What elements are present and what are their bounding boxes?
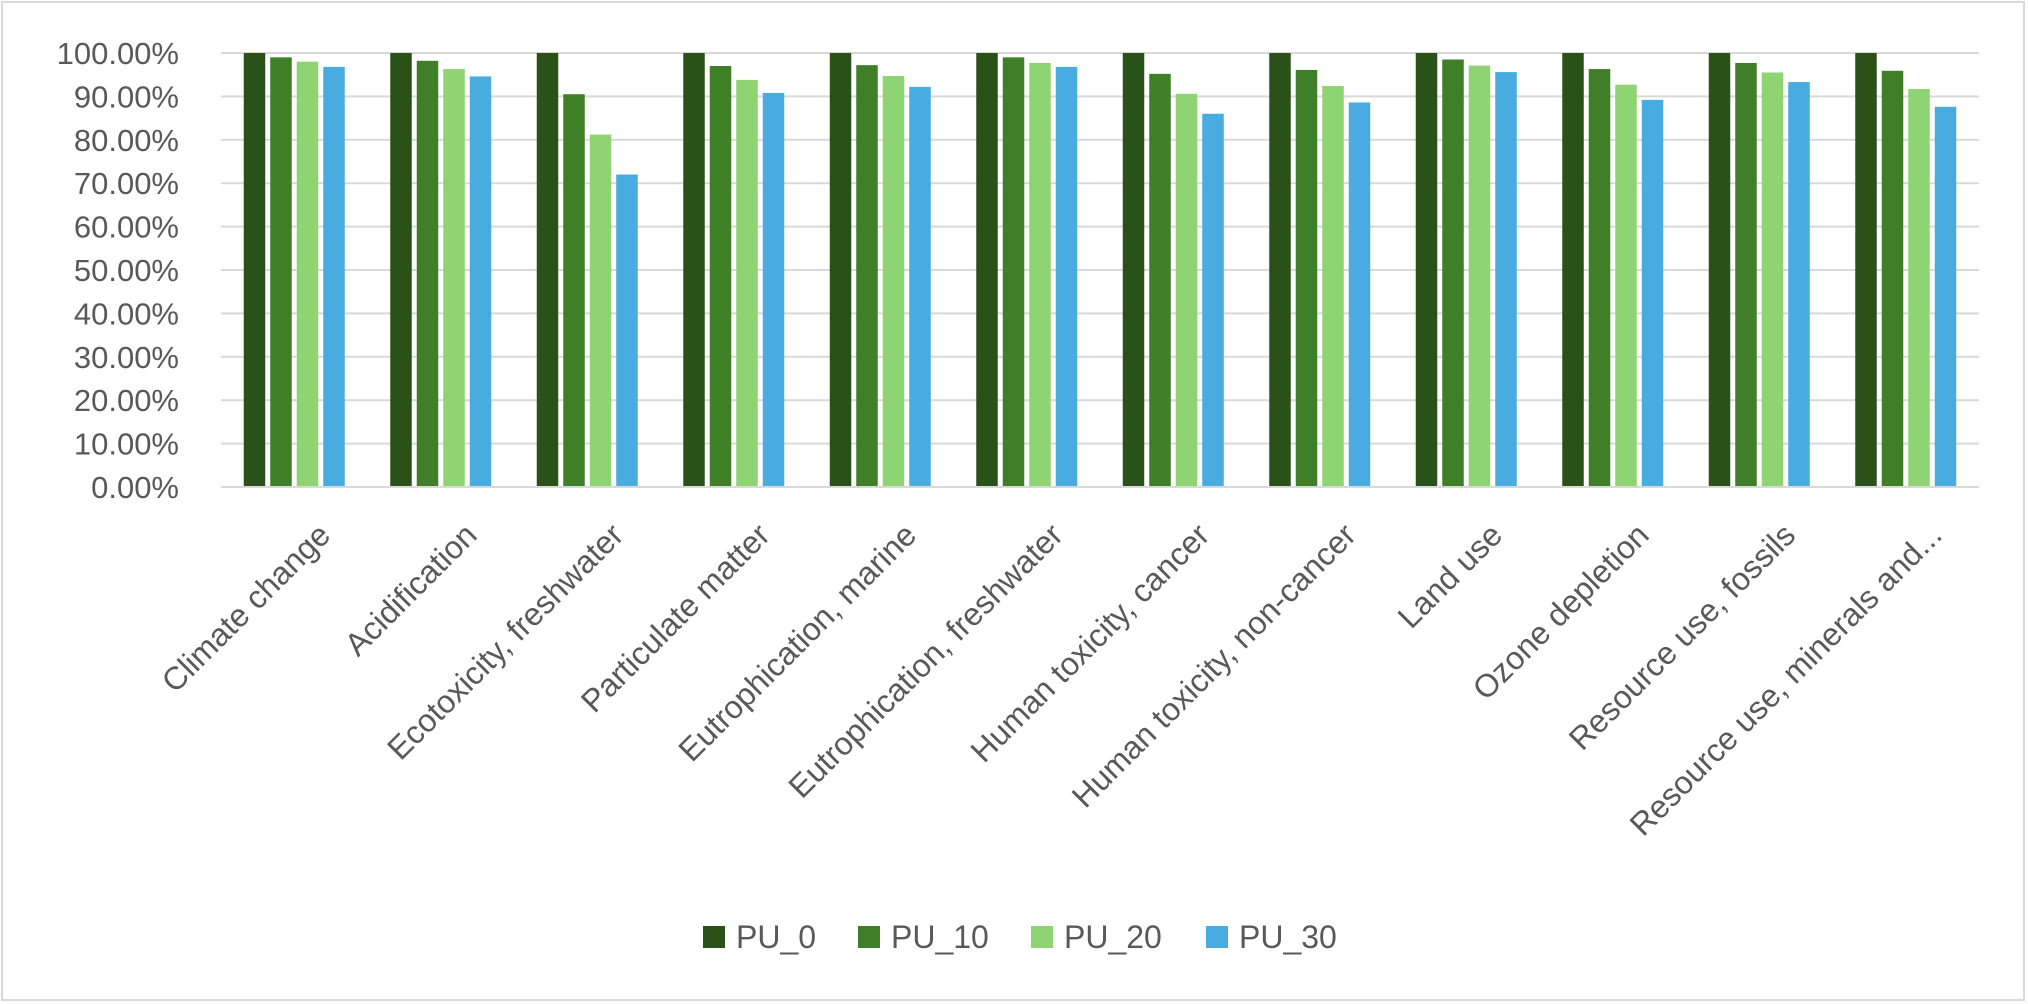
- bar-pu-20: [736, 79, 758, 488]
- bar-pu-10: [1442, 59, 1464, 487]
- bar-pu-10: [856, 65, 878, 487]
- x-tick-label: Climate change: [155, 516, 338, 699]
- bar-pu-20: [882, 76, 905, 487]
- bar-pu-30: [323, 66, 345, 487]
- gridlines: [221, 52, 1979, 445]
- bar-pu-10: [1149, 73, 1171, 487]
- legend-label: PU_20: [1064, 919, 1162, 955]
- y-tick-label: 20.00%: [74, 383, 179, 418]
- x-tick-label: Eutrophication, freshwater: [781, 516, 1070, 805]
- bar-pu-20: [1029, 62, 1051, 488]
- y-tick-label: 30.00%: [74, 340, 179, 375]
- bar-pu-10: [1735, 62, 1757, 488]
- bar-pu-30: [469, 76, 492, 487]
- x-axis-categories: Climate change AcidificationEcotoxicity, …: [155, 516, 1949, 842]
- legend-swatch: [1031, 926, 1053, 948]
- y-tick-label: 0.00%: [91, 470, 179, 505]
- y-tick-label: 40.00%: [74, 296, 179, 331]
- bar-pu-10: [1002, 57, 1025, 488]
- bar-pu-20: [1761, 72, 1784, 487]
- bar-pu-30: [1348, 102, 1371, 487]
- bar-pu-30: [1202, 113, 1224, 487]
- bar-pu-10: [1881, 70, 1904, 487]
- bar-pu-0: [390, 53, 412, 487]
- bar-pu-30: [1934, 106, 1957, 487]
- legend-label: PU_10: [891, 919, 989, 955]
- bar-pu-10: [416, 60, 439, 487]
- bar-pu-10: [270, 57, 292, 488]
- bar-pu-0: [976, 53, 998, 487]
- legend-label: PU_0: [736, 919, 816, 955]
- bar-pu-20: [296, 61, 319, 488]
- x-tick-label: Eutrophication, marine: [671, 516, 923, 768]
- bar-pu-0: [243, 53, 266, 487]
- x-tick-label: Human toxicity, non-cancer: [1065, 516, 1363, 814]
- bars: [243, 53, 1957, 488]
- bar-pu-20: [1175, 93, 1198, 488]
- bar-pu-10: [709, 66, 732, 487]
- y-tick-label: 50.00%: [74, 253, 179, 288]
- bar-pu-0: [1708, 53, 1731, 487]
- bar-pu-20: [1322, 85, 1344, 487]
- bar-pu-20: [1468, 65, 1491, 487]
- y-tick-label: 80.00%: [74, 123, 179, 158]
- bar-pu-0: [1855, 53, 1877, 487]
- x-tick-label: Land use: [1391, 516, 1510, 635]
- bar-pu-20: [589, 134, 612, 488]
- bar-pu-20: [443, 69, 465, 488]
- bar-pu-20: [1908, 89, 1930, 487]
- bar-pu-0: [683, 53, 705, 487]
- bar-pu-0: [1562, 53, 1584, 487]
- bar-pu-10: [563, 94, 585, 487]
- y-tick-label: 100.00%: [57, 36, 179, 71]
- bar-pu-30: [1055, 66, 1078, 487]
- bar-pu-30: [909, 86, 931, 488]
- bar-pu-0: [1269, 53, 1291, 487]
- x-tick-label: Human toxicity, cancer: [964, 516, 1217, 769]
- bar-pu-0: [829, 53, 852, 487]
- y-tick-label: 90.00%: [74, 79, 179, 114]
- legend-swatch: [858, 926, 880, 948]
- legend: PU_0 PU_10 PU_20 PU_30: [703, 919, 1337, 955]
- legend-swatch: [1206, 926, 1228, 948]
- legend-label: PU_30: [1239, 919, 1337, 955]
- legend-swatch: [703, 926, 725, 948]
- bar-pu-0: [1415, 53, 1438, 487]
- y-tick-label: 10.00%: [74, 427, 179, 462]
- bar-pu-30: [616, 174, 638, 487]
- x-tick-label: Ecotoxicity, freshwater: [380, 516, 630, 766]
- bar-pu-30: [762, 92, 785, 487]
- x-tick-label: Acidification: [338, 516, 484, 662]
- bar-pu-20: [1615, 84, 1637, 487]
- bar-pu-30: [1495, 72, 1517, 487]
- bar-pu-30: [1788, 82, 1810, 487]
- bar-pu-10: [1588, 69, 1611, 488]
- bar-chart: 0.00% 10.00% 20.00% 30.00% 40.00% 50.00% 60.00…: [57, 36, 1979, 955]
- bar-pu-10: [1295, 69, 1318, 488]
- bar-pu-0: [536, 53, 559, 487]
- bar-pu-0: [1122, 53, 1145, 487]
- x-tick-label: Resource use, minerals and...: [1623, 516, 1949, 842]
- y-axis-ticks: 0.00% 10.00% 20.00% 30.00% 40.00% 50.00% 60.00…: [57, 36, 179, 505]
- y-tick-label: 70.00%: [74, 166, 179, 201]
- y-tick-label: 60.00%: [74, 210, 179, 245]
- bar-pu-30: [1641, 99, 1664, 487]
